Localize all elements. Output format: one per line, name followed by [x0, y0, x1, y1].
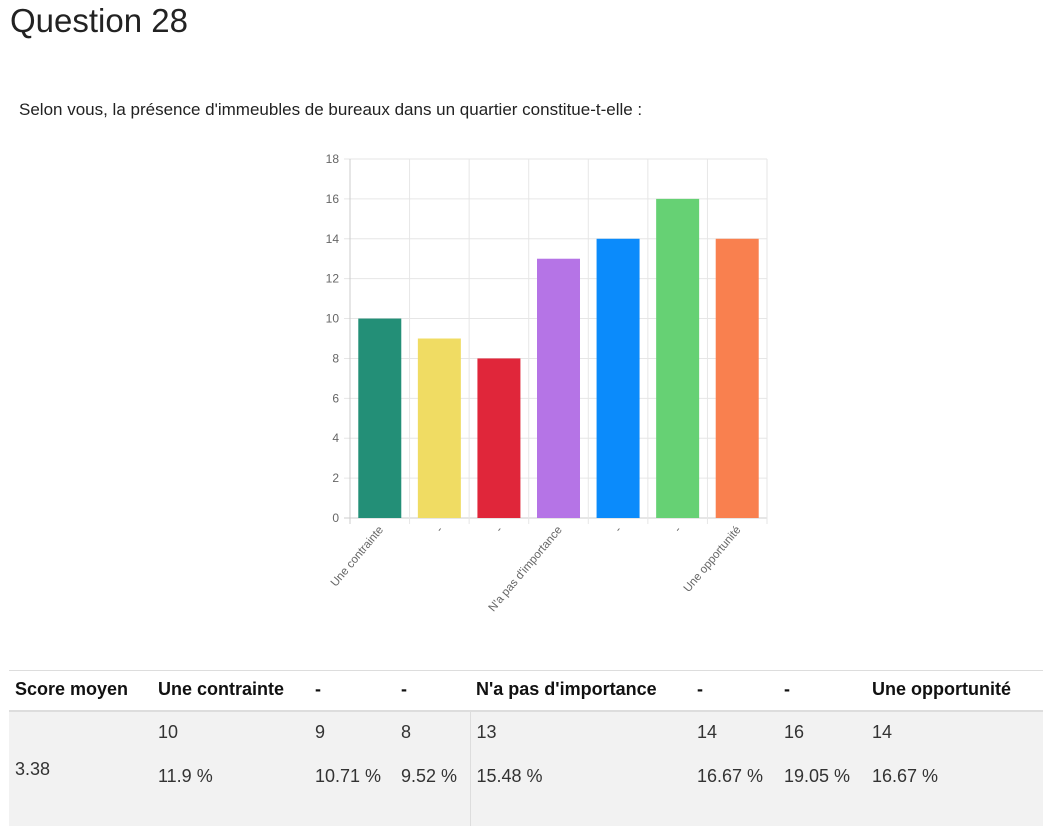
col-cell-6: 16 19.05 %	[778, 711, 866, 826]
col-header-2: -	[309, 670, 395, 712]
results-header-row: Score moyen Une contrainte - - N'a pas d…	[9, 670, 1043, 712]
percent-value: 16.67 %	[697, 766, 764, 786]
count-value: 9	[315, 722, 326, 742]
count-value: 10	[158, 722, 179, 742]
y-tick-label: 0	[332, 511, 339, 525]
col-cell-7: 14 16.67 %	[866, 711, 1043, 826]
x-tick-label: -	[613, 524, 625, 535]
percent-value: 11.9 %	[158, 766, 213, 786]
x-tick-label: -	[494, 524, 506, 535]
col-header-3: -	[395, 670, 470, 712]
y-tick-label: 18	[326, 152, 340, 166]
count-value: 14	[872, 722, 893, 742]
count-value: 16	[784, 722, 805, 742]
y-tick-label: 16	[326, 192, 340, 206]
x-tick-label: N'a pas d'importance	[487, 524, 565, 614]
question-text: Selon vous, la présence d'immeubles de b…	[19, 100, 643, 119]
col-header-na-pas-importance: N'a pas d'importance	[470, 670, 691, 712]
col-header-une-opportunite: Une opportunité	[866, 670, 1043, 712]
bar-4	[537, 258, 580, 518]
x-tick-label: -	[672, 524, 684, 535]
y-tick-label: 2	[332, 471, 339, 485]
score-header: Score moyen	[9, 670, 152, 712]
bar-3	[477, 358, 521, 518]
y-tick-label: 4	[332, 431, 339, 445]
percent-value: 9.52 %	[401, 766, 458, 786]
x-tick-label: -	[434, 524, 446, 535]
col-header-6: -	[778, 670, 866, 712]
bar-6	[656, 198, 700, 518]
count-value: 13	[476, 722, 497, 742]
y-tick-label: 12	[326, 272, 340, 286]
bar-2	[417, 338, 461, 518]
bar-7	[715, 238, 759, 518]
bar-5	[596, 238, 640, 518]
bar-1	[358, 318, 402, 518]
col-header-une-contrainte: Une contrainte	[152, 670, 309, 712]
col-cell-3: 8 9.52 %	[395, 711, 471, 826]
score-value: 3.38	[9, 711, 152, 826]
results-table: Score moyen Une contrainte - - N'a pas d…	[9, 670, 1043, 826]
y-tick-label: 8	[332, 351, 339, 365]
x-tick-label: Une opportunité	[682, 524, 744, 594]
x-tick-label: Une contrainte	[329, 524, 386, 589]
y-tick-label: 6	[332, 391, 339, 405]
y-tick-label: 10	[326, 312, 340, 326]
col-cell-5: 14 16.67 %	[691, 711, 778, 826]
page-title: Question 28	[10, 2, 188, 39]
col-cell-4: 13 15.48 %	[470, 711, 691, 826]
percent-value: 19.05 %	[784, 766, 851, 786]
percent-value: 15.48 %	[476, 766, 543, 786]
percent-value: 10.71 %	[315, 766, 382, 786]
results-row: 3.38 10 11.9 % 9 10.71 % 8 9.52 % 13 15.48 %…	[9, 711, 1043, 826]
percent-value: 16.67 %	[872, 766, 939, 786]
col-cell-2: 9 10.71 %	[309, 711, 395, 826]
count-value: 14	[697, 722, 718, 742]
col-header-5: -	[691, 670, 778, 712]
y-tick-label: 14	[326, 232, 340, 246]
col-cell-1: 10 11.9 %	[152, 711, 309, 826]
count-value: 8	[401, 722, 412, 742]
